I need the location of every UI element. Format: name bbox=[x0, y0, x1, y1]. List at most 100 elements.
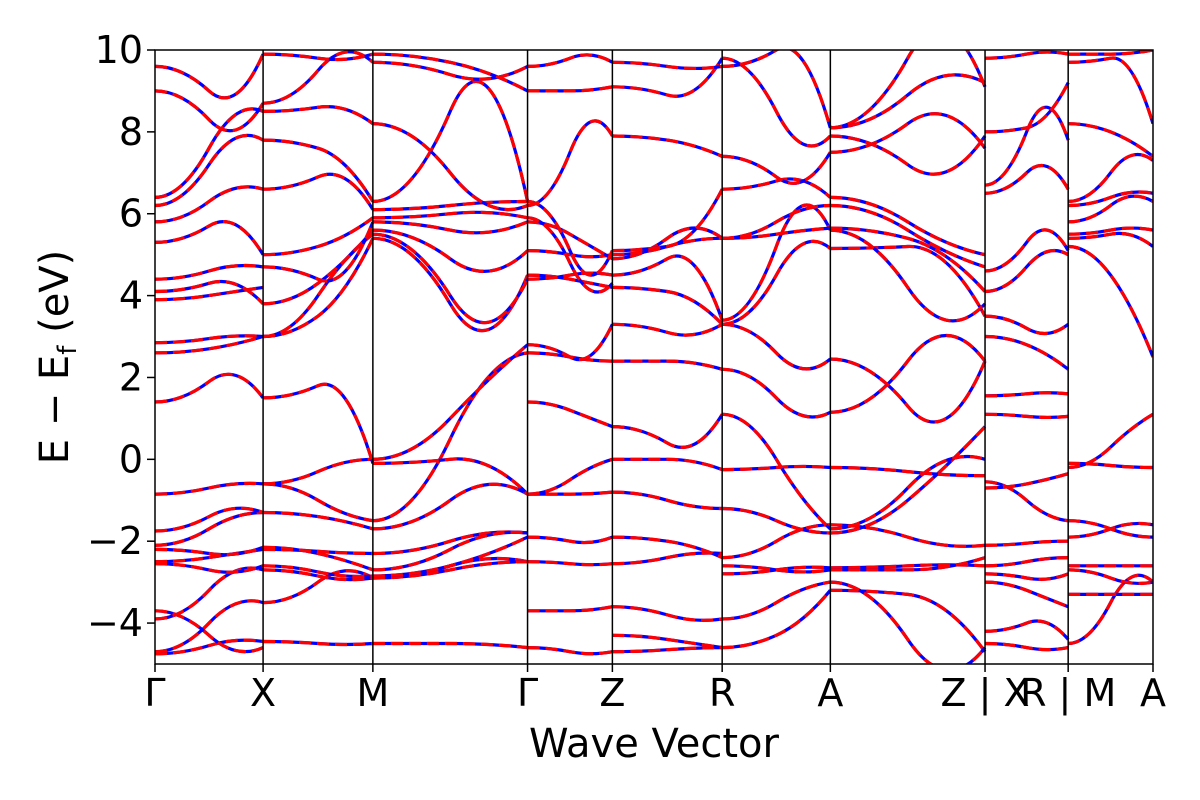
band-line-blue-s2-b10 bbox=[372, 236, 530, 333]
band-line-red-s8-b10 bbox=[1068, 226, 1153, 236]
band-line-red-s3-b16 bbox=[527, 85, 613, 93]
band-line-red-s0-b6 bbox=[155, 545, 264, 557]
x-tick-label-7: Z | X bbox=[941, 671, 1030, 716]
band-line-red-s1-b8 bbox=[263, 457, 373, 486]
y-tick-label-7: 10 bbox=[95, 28, 143, 72]
y-tick-label-0: −4 bbox=[87, 601, 143, 645]
band-line-red-s5-b11 bbox=[722, 203, 832, 322]
band-line-red-s6-b7 bbox=[830, 454, 986, 531]
band-line-blue-s2-b16 bbox=[372, 79, 530, 204]
y-tick-label-3: 2 bbox=[119, 355, 143, 399]
band-line-red-s2-b6 bbox=[372, 482, 529, 531]
band-line-red-s4-b1 bbox=[612, 633, 723, 650]
band-line-blue-s5-b9 bbox=[722, 322, 832, 371]
band-line-red-s4-b16 bbox=[612, 57, 724, 98]
band-line-red-s3-b13 bbox=[527, 216, 614, 294]
band-line-blue-s8-b14 bbox=[1068, 122, 1153, 158]
band-line-blue-s1-b6 bbox=[263, 510, 374, 531]
x-tick-label-1: X bbox=[250, 671, 276, 715]
band-line-blue-s2-b17 bbox=[372, 122, 529, 212]
band-line-red-s5-b10 bbox=[722, 239, 832, 326]
band-line-red-s6-b12 bbox=[830, 226, 987, 293]
band-line-blue-s6-b9 bbox=[830, 357, 987, 424]
band-line-red-s2-b17 bbox=[372, 122, 529, 212]
band-line-red-s3-b5 bbox=[527, 457, 613, 496]
band-line-red-s5-b5 bbox=[722, 506, 831, 535]
band-line-red-s1-b4 bbox=[263, 547, 373, 556]
kpoint-lines bbox=[262, 50, 1069, 664]
band-line-red-s8-b14 bbox=[1068, 122, 1153, 158]
band-line-blue-s7-b16 bbox=[984, 81, 1070, 134]
band-line-red-s8-b13 bbox=[1068, 152, 1153, 204]
band-line-red-s2-b5 bbox=[372, 530, 528, 572]
band-line-red-s5-b14 bbox=[722, 177, 832, 199]
band-line-red-s5-b8 bbox=[722, 367, 832, 419]
y-axis-label-unit: (eV) bbox=[32, 250, 78, 346]
band-line-red-s0-b9 bbox=[155, 481, 264, 496]
band-line-red-s0-b4 bbox=[155, 562, 264, 574]
band-line-blue-s6-b11 bbox=[830, 228, 987, 323]
band-line-red-s1-b12 bbox=[263, 229, 375, 306]
band-line-red-s4-b15 bbox=[612, 134, 723, 158]
band-line-red-s5-b3 bbox=[722, 564, 831, 574]
band-line-red-s0-b16 bbox=[155, 220, 265, 256]
band-line-red-s6-b4 bbox=[830, 523, 986, 548]
x-tick-label-3: Γ bbox=[517, 671, 538, 715]
band-line-blue-s0-b18 bbox=[155, 133, 264, 208]
band-line-red-s2-b7 bbox=[372, 351, 528, 523]
band-line-red-s0-b7 bbox=[155, 510, 264, 547]
x-axis-label: Wave Vector bbox=[529, 721, 780, 767]
band-line-blue-s6-b0 bbox=[830, 588, 987, 653]
band-line-red-s7-b11 bbox=[984, 314, 1070, 336]
band-line-red-s1-b17 bbox=[263, 105, 374, 125]
band-line-red-s5-b12 bbox=[722, 226, 831, 240]
band-line-red-s1-b0 bbox=[263, 639, 374, 647]
band-line-red-s3-b12 bbox=[527, 220, 614, 261]
band-line-red-s1-b3 bbox=[263, 564, 374, 579]
band-line-blue-s7-b13 bbox=[984, 228, 1070, 273]
band-line-red-s4-b14 bbox=[612, 188, 724, 253]
band-line-blue-s8-b8 bbox=[1068, 244, 1153, 358]
band-line-red-s7-b9 bbox=[984, 391, 1069, 398]
band-line-red-s6-b6 bbox=[830, 465, 986, 478]
band-line-red-s0-b2 bbox=[155, 609, 264, 654]
band-line-blue-s6-b16 bbox=[830, 134, 987, 176]
band-line-red-s2-b11 bbox=[372, 232, 530, 325]
band-line-red-s2-b18 bbox=[372, 60, 529, 81]
band-line-red-s6-b13 bbox=[830, 203, 986, 269]
x-tick-label-9: A bbox=[1140, 671, 1166, 715]
band-line-blue-s2-b6 bbox=[372, 482, 529, 531]
band-line-red-s0-b17 bbox=[155, 185, 264, 224]
y-tick-label-5: 6 bbox=[119, 192, 143, 236]
band-line-red-s8-b0 bbox=[1068, 573, 1153, 646]
band-line-red-s7-b2 bbox=[984, 580, 1069, 609]
band-line-blue-s5-b1 bbox=[722, 580, 831, 621]
band-line-red-s4-b8 bbox=[612, 359, 723, 371]
band-line-red-s1-b19 bbox=[263, 52, 374, 62]
band-line-red-s6-b3 bbox=[830, 556, 986, 572]
band-line-red-s5-b4 bbox=[722, 523, 831, 560]
band-line-red-s7-b4 bbox=[984, 556, 1069, 568]
band-line-red-s0-b8 bbox=[155, 506, 264, 533]
band-line-red-s5-b17 bbox=[722, 50, 832, 129]
x-tick-label-6: A bbox=[817, 671, 843, 715]
band-line-red-s3-b10 bbox=[527, 271, 613, 281]
band-line-red-s0-b12 bbox=[155, 334, 264, 345]
band-line-red-s1-b10 bbox=[263, 237, 375, 339]
x-tick-label-0: Γ bbox=[144, 671, 165, 715]
y-tick-label-4: 4 bbox=[119, 274, 143, 318]
band-line-red-s7-b5 bbox=[984, 539, 1069, 547]
band-line-red-s3-b9 bbox=[527, 273, 613, 289]
band-line-blue-s3-b15 bbox=[527, 119, 614, 208]
band-line-red-s0-b14 bbox=[155, 279, 265, 305]
y-axis-label: E − Ef (eV) bbox=[32, 250, 83, 465]
band-line-red-s0-b11 bbox=[155, 334, 264, 355]
band-line-red-s4-b9 bbox=[612, 322, 724, 337]
band-line-red-s0-b19 bbox=[155, 107, 264, 199]
band-line-red-s4-b5 bbox=[612, 490, 723, 511]
bands-layer bbox=[155, 50, 1153, 664]
band-line-red-s3-b6 bbox=[527, 400, 613, 429]
band-line-red-s4-b12 bbox=[612, 226, 724, 261]
x-axis-ticks: Γ X M Γ Z R A Z | XR | M A bbox=[144, 664, 1166, 716]
